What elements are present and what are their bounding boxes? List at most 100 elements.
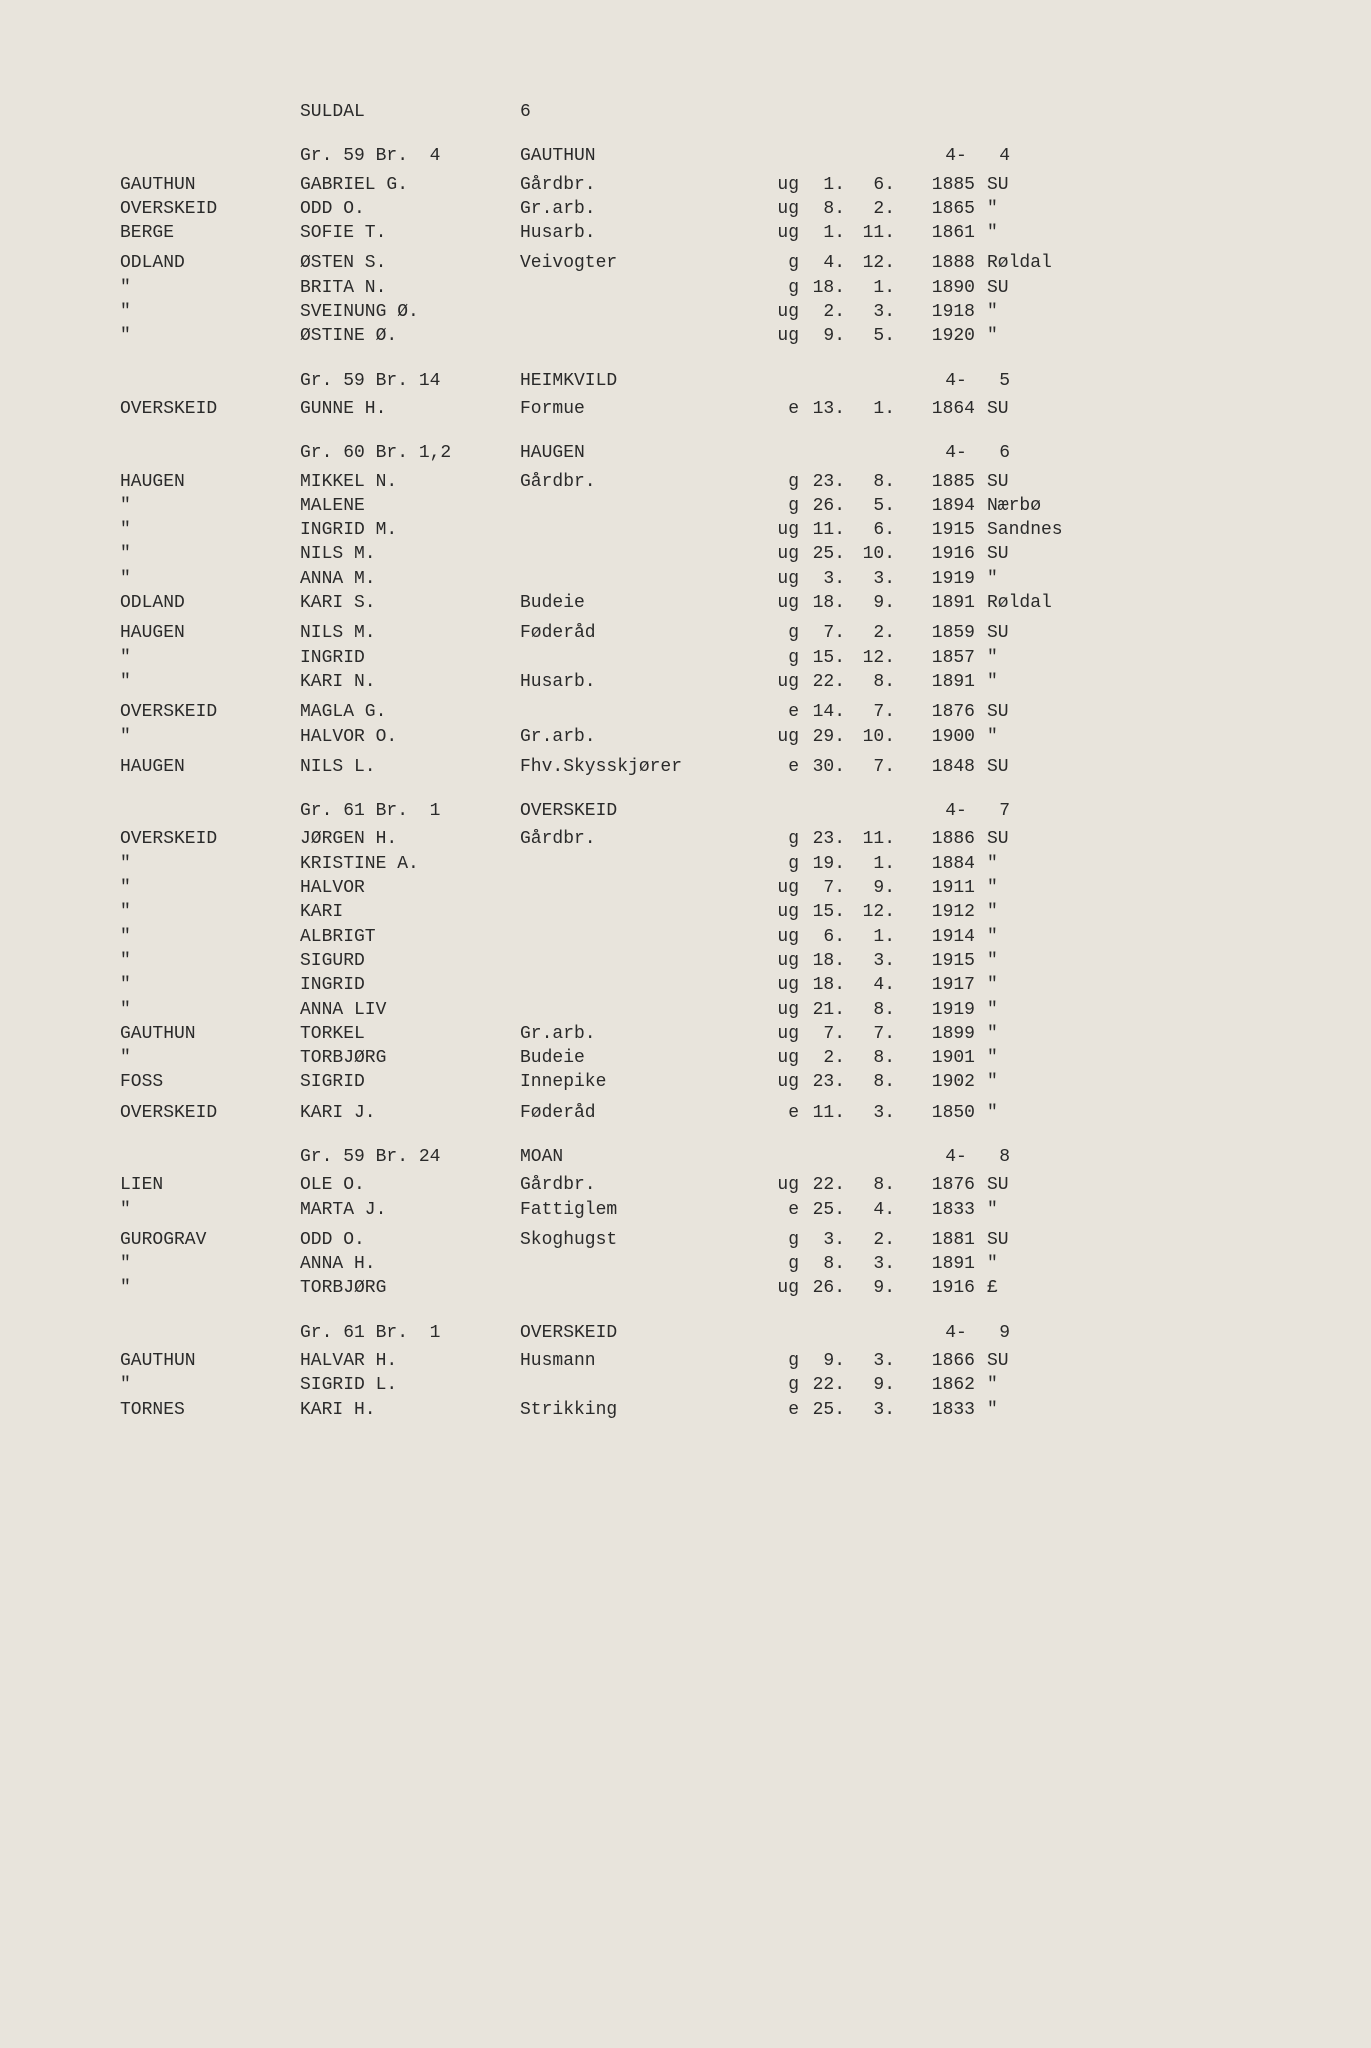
year-cell: 1876	[895, 1173, 975, 1197]
person-row: BERGESOFIE T.Husarb.ug1.11.1861"	[120, 221, 1271, 245]
person-row: "KRISTINE A.g19.1.1884"	[120, 852, 1271, 876]
status-cell: ug	[760, 973, 805, 997]
surname-cell: "	[120, 725, 300, 749]
year-cell: 1876	[895, 700, 975, 724]
occupation-cell: Budeie	[520, 591, 760, 615]
status-cell: ug	[760, 998, 805, 1022]
status-cell: ug	[760, 324, 805, 348]
surname-cell: "	[120, 567, 300, 591]
year-cell: 1884	[895, 852, 975, 876]
year-cell: 1859	[895, 621, 975, 645]
status-cell: ug	[760, 567, 805, 591]
name-cell: INGRID M.	[300, 518, 520, 542]
month-cell: 3.	[845, 1349, 895, 1373]
person-row: "NILS M.ug25.10.1916SU	[120, 542, 1271, 566]
person-row: "ALBRIGTug6.1.1914"	[120, 925, 1271, 949]
person-row: OVERSKEIDMAGLA G.e14.7.1876SU	[120, 700, 1271, 724]
year-cell: 1833	[895, 1398, 975, 1422]
occupation-cell: Føderåd	[520, 621, 760, 645]
day-cell: 23.	[805, 827, 845, 851]
person-row: GAUTHUNTORKELGr.arb.ug7.7.1899"	[120, 1022, 1271, 1046]
surname-cell: "	[120, 1252, 300, 1276]
year-cell: 1881	[895, 1228, 975, 1252]
person-row: LIENOLE O.Gårdbr.ug22.8.1876SU	[120, 1173, 1271, 1197]
name-cell: SIGURD	[300, 949, 520, 973]
occupation-cell: Gårdbr.	[520, 173, 760, 197]
name-cell: INGRID	[300, 646, 520, 670]
month-cell: 4.	[845, 1198, 895, 1222]
month-cell: 8.	[845, 998, 895, 1022]
day-cell: 23.	[805, 1070, 845, 1094]
occupation-cell	[520, 567, 760, 591]
month-cell: 6.	[845, 518, 895, 542]
year-cell: 1833	[895, 1198, 975, 1222]
status-cell: g	[760, 1252, 805, 1276]
surname-cell: ODLAND	[120, 591, 300, 615]
day-cell: 22.	[805, 670, 845, 694]
name-cell: KARI J.	[300, 1101, 520, 1125]
day-cell: 14.	[805, 700, 845, 724]
month-cell: 2.	[845, 197, 895, 221]
name-cell: NILS M.	[300, 542, 520, 566]
occupation-cell	[520, 925, 760, 949]
place-cell: "	[975, 1101, 1095, 1125]
person-row: HAUGENNILS L.Fhv.Skysskjørere30.7.1848SU	[120, 755, 1271, 779]
header-spacer	[120, 369, 300, 393]
region-title: SULDAL	[300, 100, 520, 124]
place-cell: "	[975, 949, 1095, 973]
person-row: "HALVORug7.9.1911"	[120, 876, 1271, 900]
surname-cell: FOSS	[120, 1070, 300, 1094]
status-cell: g	[760, 646, 805, 670]
header-gr-br: Gr. 59 Br. 24	[300, 1145, 520, 1169]
header-page-ref: 4- 4	[860, 144, 1010, 168]
occupation-cell: Veivogter	[520, 251, 760, 275]
month-cell: 3.	[845, 1398, 895, 1422]
surname-cell: OVERSKEID	[120, 700, 300, 724]
year-cell: 1891	[895, 670, 975, 694]
header-location: HEIMKVILD	[520, 369, 860, 393]
person-row: "ANNA M.ug3.3.1919"	[120, 567, 1271, 591]
occupation-cell	[520, 876, 760, 900]
year-cell: 1902	[895, 1070, 975, 1094]
surname-cell: OVERSKEID	[120, 827, 300, 851]
status-cell: e	[760, 700, 805, 724]
status-cell: ug	[760, 949, 805, 973]
year-cell: 1915	[895, 949, 975, 973]
name-cell: SIGRID	[300, 1070, 520, 1094]
name-cell: MIKKEL N.	[300, 470, 520, 494]
month-cell: 9.	[845, 1276, 895, 1300]
day-cell: 18.	[805, 973, 845, 997]
header-gr-br: Gr. 59 Br. 4	[300, 144, 520, 168]
day-cell: 9.	[805, 1349, 845, 1373]
header-page-ref: 4- 7	[860, 799, 1010, 823]
surname-cell: ODLAND	[120, 251, 300, 275]
month-cell: 1.	[845, 852, 895, 876]
section-header: Gr. 61 Br. 1OVERSKEID4- 9	[120, 1321, 1271, 1345]
status-cell: ug	[760, 300, 805, 324]
status-cell: g	[760, 1228, 805, 1252]
name-cell: KARI S.	[300, 591, 520, 615]
month-cell: 11.	[845, 221, 895, 245]
person-row: OVERSKEIDODD O.Gr.arb.ug8.2.1865"	[120, 197, 1271, 221]
name-cell: KARI N.	[300, 670, 520, 694]
occupation-cell: Gr.arb.	[520, 1022, 760, 1046]
name-cell: ALBRIGT	[300, 925, 520, 949]
surname-cell: "	[120, 949, 300, 973]
place-cell: "	[975, 1046, 1095, 1070]
day-cell: 2.	[805, 300, 845, 324]
place-cell: "	[975, 1070, 1095, 1094]
month-cell: 2.	[845, 1228, 895, 1252]
day-cell: 3.	[805, 567, 845, 591]
place-cell: SU	[975, 700, 1095, 724]
status-cell: g	[760, 827, 805, 851]
day-cell: 7.	[805, 876, 845, 900]
day-cell: 18.	[805, 591, 845, 615]
status-cell: g	[760, 494, 805, 518]
status-cell: ug	[760, 518, 805, 542]
status-cell: e	[760, 1101, 805, 1125]
name-cell: HALVOR O.	[300, 725, 520, 749]
surname-cell: "	[120, 276, 300, 300]
status-cell: ug	[760, 221, 805, 245]
name-cell: GABRIEL G.	[300, 173, 520, 197]
month-cell: 9.	[845, 591, 895, 615]
